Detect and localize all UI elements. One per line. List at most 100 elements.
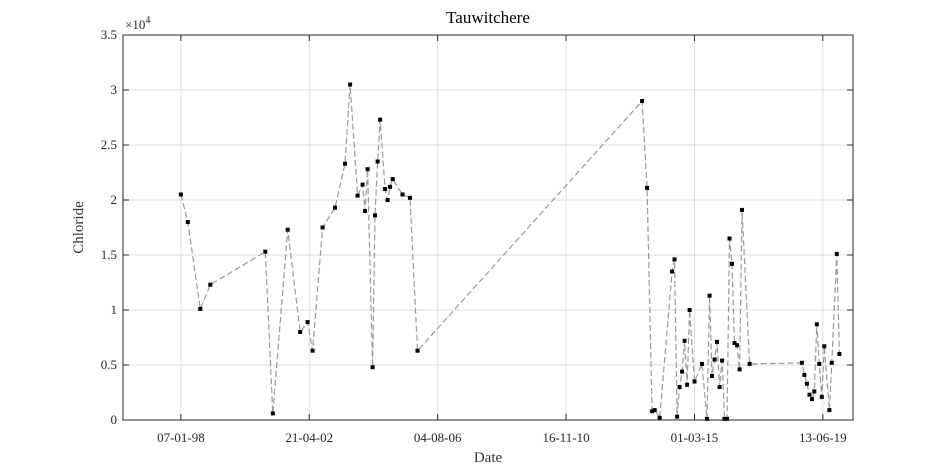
data-point bbox=[687, 308, 692, 312]
data-point bbox=[677, 385, 682, 389]
data-point bbox=[822, 344, 827, 349]
y-tick-label: 3.5 bbox=[101, 27, 117, 42]
data-point bbox=[810, 397, 814, 402]
data-point bbox=[650, 409, 655, 414]
data-point bbox=[834, 251, 839, 256]
data-point bbox=[285, 227, 290, 232]
data-point bbox=[670, 269, 675, 274]
data-point bbox=[348, 82, 353, 87]
y-tick-label: 0.5 bbox=[101, 357, 117, 372]
x-axis-label: Date bbox=[474, 450, 503, 466]
series-line bbox=[180, 84, 840, 420]
x-tick-label: 07-01-98 bbox=[157, 430, 205, 445]
data-point bbox=[333, 205, 337, 210]
data-point bbox=[360, 182, 365, 187]
x-tick-label: 16-11-10 bbox=[542, 430, 589, 445]
chart-title: Tauwitchere bbox=[446, 8, 530, 27]
y-exponent-base: ×10 bbox=[125, 17, 145, 32]
data-point bbox=[657, 415, 662, 420]
data-point bbox=[802, 372, 807, 377]
data-point bbox=[672, 257, 677, 262]
data-point bbox=[400, 192, 405, 197]
y-tick-label: 2.5 bbox=[101, 137, 117, 152]
data-point bbox=[735, 343, 739, 348]
data-point bbox=[827, 408, 832, 413]
data-point bbox=[710, 374, 714, 378]
data-point bbox=[812, 389, 817, 394]
data-point bbox=[208, 282, 213, 287]
data-point bbox=[730, 261, 734, 266]
data-point bbox=[263, 249, 268, 254]
data-point bbox=[298, 330, 303, 334]
data-point bbox=[819, 394, 824, 399]
data-point bbox=[685, 382, 690, 387]
data-point bbox=[692, 379, 697, 384]
data-point bbox=[652, 408, 657, 413]
data-point bbox=[270, 411, 275, 416]
data-point bbox=[837, 352, 842, 356]
plot-frame bbox=[122, 34, 854, 421]
data-point bbox=[383, 187, 388, 191]
data-point bbox=[707, 293, 712, 298]
y-tick-label: 1 bbox=[111, 302, 118, 317]
data-point bbox=[725, 416, 729, 421]
data-point bbox=[178, 192, 183, 197]
x-tick-label: 01-03-15 bbox=[671, 430, 719, 445]
data-point bbox=[363, 209, 367, 213]
data-point bbox=[737, 367, 742, 372]
data-point bbox=[712, 357, 717, 362]
data-point bbox=[408, 195, 412, 200]
x-tick-label: 04-08-06 bbox=[414, 430, 462, 445]
data-point bbox=[373, 213, 377, 218]
data-point bbox=[717, 385, 722, 389]
data-point bbox=[682, 338, 687, 343]
series-group bbox=[178, 82, 842, 421]
data-point bbox=[680, 369, 685, 374]
data-point bbox=[390, 177, 395, 182]
data-point bbox=[715, 339, 719, 344]
y-exponent-power: 4 bbox=[145, 15, 150, 26]
data-point bbox=[388, 184, 393, 189]
data-point bbox=[355, 193, 360, 198]
data-point bbox=[310, 348, 315, 353]
data-point bbox=[675, 414, 680, 419]
x-tick-label: 21-04-02 bbox=[285, 430, 333, 445]
data-point bbox=[343, 161, 347, 166]
data-point bbox=[747, 361, 752, 366]
data-point bbox=[320, 225, 325, 230]
plot-area bbox=[123, 35, 853, 420]
y-axis-label: Chloride bbox=[71, 201, 87, 254]
data-point bbox=[817, 361, 822, 366]
data-point bbox=[807, 392, 812, 397]
y-exponent-label: ×104 bbox=[125, 15, 150, 32]
y-tick-label: 3 bbox=[111, 82, 118, 97]
data-point bbox=[705, 416, 709, 421]
y-tick-label: 1.5 bbox=[101, 247, 117, 262]
y-tick-label: 2 bbox=[111, 192, 118, 207]
data-point bbox=[378, 117, 383, 122]
data-point bbox=[370, 365, 375, 370]
data-point bbox=[640, 99, 645, 103]
data-point bbox=[722, 416, 727, 421]
data-point bbox=[305, 320, 310, 325]
data-point bbox=[829, 360, 834, 365]
data-point bbox=[700, 361, 704, 366]
data-point bbox=[804, 381, 809, 386]
data-point bbox=[415, 348, 420, 353]
y-tick-label: 0 bbox=[111, 412, 118, 427]
x-tick-label: 13-06-19 bbox=[799, 430, 847, 445]
data-point bbox=[198, 306, 203, 311]
data-point bbox=[740, 207, 744, 212]
data-point bbox=[732, 341, 737, 345]
data-point bbox=[727, 236, 732, 241]
ticks: 0 0.5 1 1.5 2 2.5 3 3.5 07-01-98 21-04-02 04-08-06… bbox=[101, 27, 853, 445]
data-point bbox=[385, 198, 390, 202]
data-point bbox=[365, 167, 370, 172]
data-point bbox=[799, 360, 804, 365]
data-point bbox=[814, 322, 819, 327]
data-point bbox=[645, 185, 650, 190]
data-point bbox=[185, 220, 190, 224]
data-point bbox=[375, 159, 380, 164]
data-point bbox=[720, 358, 725, 363]
